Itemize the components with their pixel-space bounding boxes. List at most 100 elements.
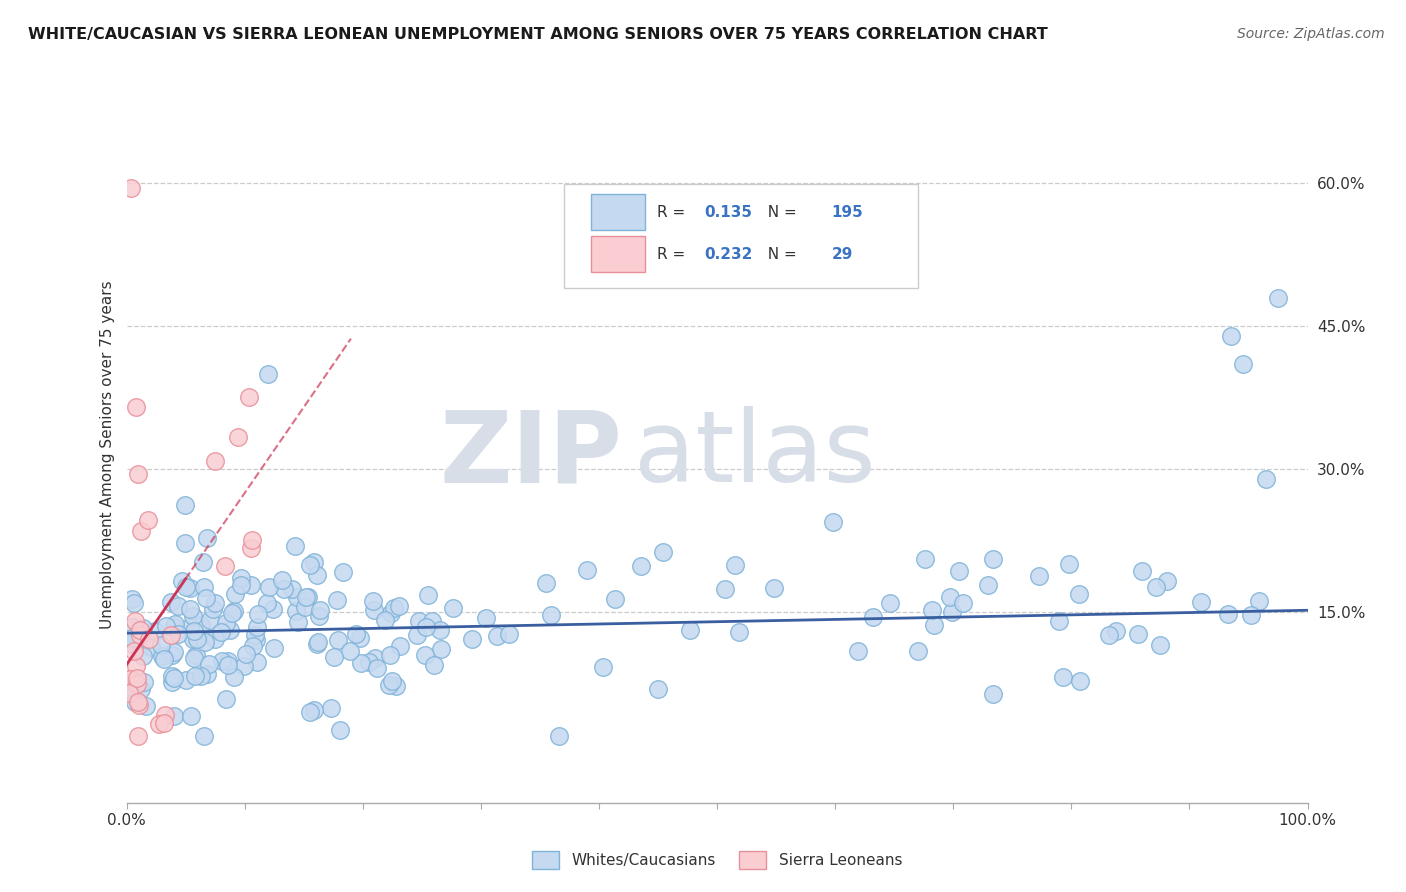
Point <box>174 498 197 512</box>
Point <box>762 581 785 595</box>
Point <box>127 729 149 743</box>
Point <box>257 580 280 594</box>
Point <box>224 604 246 618</box>
Point <box>120 672 142 686</box>
Point <box>714 582 737 597</box>
Point <box>385 679 408 693</box>
Point <box>195 531 218 545</box>
Point <box>350 656 373 670</box>
Point <box>302 703 325 717</box>
Point <box>160 628 183 642</box>
Point <box>224 587 246 601</box>
Point <box>728 625 751 640</box>
Point <box>534 576 557 591</box>
Point <box>243 627 266 641</box>
Point <box>245 633 267 648</box>
Point <box>285 604 308 618</box>
Point <box>160 595 183 609</box>
Point <box>211 654 233 668</box>
Point <box>361 593 384 607</box>
Point <box>302 555 325 569</box>
Point <box>1049 614 1071 628</box>
Point <box>309 603 332 617</box>
Point <box>344 627 367 641</box>
Point <box>1028 569 1050 583</box>
Point <box>305 568 328 582</box>
Point <box>380 648 402 662</box>
Point <box>183 624 205 638</box>
Point <box>231 571 253 585</box>
Point <box>173 535 195 549</box>
Point <box>150 638 173 652</box>
Point <box>174 673 197 688</box>
Point <box>270 574 292 588</box>
Point <box>948 564 970 578</box>
Point <box>191 555 214 569</box>
Text: ZIP: ZIP <box>440 407 623 503</box>
Point <box>193 729 215 743</box>
Point <box>181 632 204 646</box>
Point <box>381 673 404 688</box>
Text: atlas: atlas <box>634 407 876 503</box>
Point <box>981 687 1004 701</box>
Text: 29: 29 <box>831 247 853 262</box>
Text: N =: N = <box>758 205 801 220</box>
Point <box>217 654 239 668</box>
Point <box>1098 627 1121 641</box>
Point <box>475 611 498 625</box>
FancyBboxPatch shape <box>564 184 918 288</box>
Point <box>195 591 218 605</box>
Point <box>138 632 160 646</box>
Point <box>652 545 675 559</box>
Point <box>952 596 974 610</box>
Text: 0.135: 0.135 <box>704 205 752 220</box>
Point <box>357 655 380 669</box>
Point <box>163 620 186 634</box>
Point <box>202 602 225 616</box>
Point <box>319 700 342 714</box>
Point <box>136 513 159 527</box>
Point <box>186 632 208 647</box>
Point <box>326 593 349 607</box>
Point <box>217 657 239 672</box>
Point <box>150 649 173 664</box>
Point <box>221 606 243 620</box>
Point <box>190 668 212 682</box>
Point <box>179 581 201 595</box>
Point <box>139 640 162 655</box>
Point <box>1232 357 1254 371</box>
Point <box>388 599 411 614</box>
Point <box>209 625 232 640</box>
Point <box>378 677 401 691</box>
Text: N =: N = <box>758 247 801 262</box>
Point <box>143 624 166 639</box>
Point <box>184 648 207 662</box>
Point <box>647 682 669 697</box>
Point <box>246 619 269 633</box>
Point <box>239 541 262 556</box>
Point <box>125 658 148 673</box>
Point <box>603 592 626 607</box>
Point <box>1216 607 1239 621</box>
Point <box>198 613 221 627</box>
Point <box>256 596 278 610</box>
Point <box>977 578 1000 592</box>
Point <box>298 558 321 572</box>
Point <box>460 632 482 646</box>
Point <box>129 524 152 538</box>
Point <box>179 620 201 634</box>
Point <box>846 644 869 658</box>
Point <box>364 650 387 665</box>
Point <box>204 596 226 610</box>
Point <box>163 617 186 632</box>
Text: 0.232: 0.232 <box>704 247 752 262</box>
Point <box>1067 587 1090 601</box>
Point <box>879 596 901 610</box>
Point <box>179 601 201 615</box>
Point <box>246 656 269 670</box>
Point <box>204 454 226 468</box>
Point <box>124 615 146 629</box>
Point <box>183 669 205 683</box>
Point <box>297 590 319 604</box>
Point <box>413 648 436 662</box>
